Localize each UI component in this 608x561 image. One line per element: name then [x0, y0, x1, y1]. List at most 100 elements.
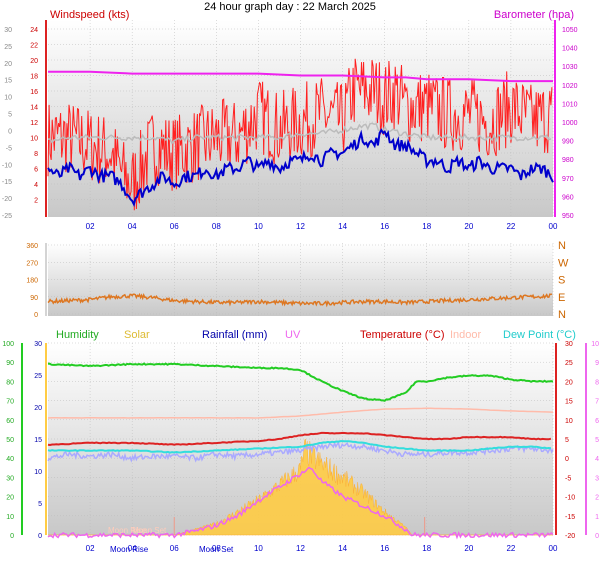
windspeed-axis-label: Windspeed (kts)	[50, 9, 129, 21]
humidity-tick-label: 80	[6, 379, 14, 386]
gust-scale-tick-label: 10	[4, 95, 12, 102]
uv-tick-label: 3	[595, 475, 599, 482]
x-tick-label: 12	[296, 544, 305, 553]
temperature-tick-label: 15	[565, 399, 573, 406]
gust-scale-tick-label: 15	[4, 78, 12, 85]
barometer-tick-label: 950	[562, 213, 574, 220]
compass-letter: N	[558, 240, 566, 252]
windspeed-tick-label: 12	[30, 120, 38, 127]
indoor-line	[47, 407, 554, 419]
direction-line	[47, 292, 553, 308]
gust-scale-tick-label: -15	[2, 179, 12, 186]
x-tick-label: 10	[254, 544, 263, 553]
x-tick-label: 14	[338, 544, 347, 553]
compass-letter: W	[558, 257, 569, 269]
x-tick-label: 18	[422, 544, 431, 553]
windchill-line	[47, 440, 554, 463]
compass-letter: E	[558, 292, 565, 304]
climate-axes: -20-15-10-505101520253001020304050607080…	[2, 341, 599, 553]
wind-series	[47, 58, 554, 211]
windspeed-tick-label: 24	[30, 27, 38, 34]
uv-tick-label: 5	[595, 437, 599, 444]
windspeed-tick-label: 22	[30, 43, 38, 50]
x-tick-label: 22	[506, 222, 515, 231]
rainfall-tick-label: 20	[34, 405, 42, 412]
x-tick-label: 12	[296, 222, 305, 231]
barometer-tick-label: 990	[562, 139, 574, 146]
direction-tick-label: 0	[34, 312, 38, 319]
uv-line	[47, 466, 554, 540]
x-tick-label: 04	[128, 544, 137, 553]
temperature-tick-label: -10	[565, 495, 575, 502]
barometer-tick-label: 1020	[562, 83, 578, 90]
sun-set-faint-label: Moon Set	[132, 526, 167, 535]
barometer-tick-label: 1000	[562, 120, 578, 127]
x-tick-label: 20	[464, 222, 473, 231]
rainfall-tick-label: 5	[38, 501, 42, 508]
rainfall-tick-label: 15	[34, 437, 42, 444]
windspeed-tick-label: 6	[34, 167, 38, 174]
uv-tick-label: 4	[595, 456, 599, 463]
x-tick-label: 06	[170, 222, 179, 231]
gust-scale-tick-label: 20	[4, 61, 12, 68]
humidity-line	[47, 362, 554, 402]
barometer-tick-label: 960	[562, 194, 574, 201]
dew-point-line	[47, 440, 552, 454]
barometer-tick-label: 980	[562, 157, 574, 164]
gust-scale-tick-label: -25	[2, 213, 12, 220]
x-tick-label: 04	[128, 222, 137, 231]
avg-speed-line	[47, 128, 554, 208]
gust-scale-tick-label: -20	[2, 196, 12, 203]
compass-letter: N	[558, 309, 566, 321]
uv-tick-label: 1	[595, 514, 599, 521]
barometer-tick-label: 1050	[562, 27, 578, 34]
direction-tick-label: 180	[26, 278, 38, 285]
sun-rise-faint-label: Moon Rise	[108, 526, 147, 535]
x-tick-label: 16	[380, 222, 389, 231]
x-tick-label: 00	[549, 544, 558, 553]
temperature-tick-label: 0	[565, 456, 569, 463]
gust-scale-tick-label: 0	[8, 128, 12, 135]
moon-rise-label: Moon Rise	[110, 545, 149, 554]
x-tick-label: 22	[506, 544, 515, 553]
temperature-tick-label: -20	[565, 533, 575, 540]
gust-scale-tick-label: 25	[4, 44, 12, 51]
x-tick-label: 00	[549, 222, 558, 231]
humidity-tick-label: 70	[6, 399, 14, 406]
humidity-tick-label: 10	[6, 514, 14, 521]
climate-grid	[48, 342, 554, 536]
windspeed-tick-label: 10	[30, 136, 38, 143]
humidity-tick-label: 50	[6, 437, 14, 444]
humidity-tick-label: 60	[6, 418, 14, 425]
barometer-axis-label: Barometer (hpa)	[494, 9, 574, 21]
temperature-tick-label: 25	[565, 360, 573, 367]
rainfall-tick-label: 10	[34, 469, 42, 476]
compass-letter: S	[558, 275, 565, 287]
legend-rainfall: Rainfall (mm)	[202, 329, 267, 341]
uv-tick-label: 8	[595, 379, 599, 386]
temperature-line	[47, 431, 552, 447]
x-tick-label: 18	[422, 222, 431, 231]
legend-humidity: Humidity	[56, 329, 99, 341]
windspeed-tick-label: 8	[34, 151, 38, 158]
legend-solar: Solar	[124, 329, 150, 341]
humidity-tick-label: 20	[6, 495, 14, 502]
windspeed-tick-label: 16	[30, 89, 38, 96]
temperature-tick-label: -15	[565, 514, 575, 521]
temperature-tick-label: 20	[565, 379, 573, 386]
climate-series	[47, 362, 554, 540]
barometer-tick-label: 1030	[562, 64, 578, 71]
uv-tick-label: 2	[595, 495, 599, 502]
legend-indoor: Indoor	[450, 329, 482, 341]
uv-tick-label: 7	[595, 399, 599, 406]
avg-gust-line	[47, 122, 552, 145]
x-tick-label: 06	[170, 544, 179, 553]
barometer-tick-label: 1010	[562, 101, 578, 108]
x-tick-label: 08	[212, 222, 221, 231]
humidity-tick-label: 100	[2, 341, 14, 348]
rainfall-tick-label: 25	[34, 373, 42, 380]
x-tick-label: 20	[464, 544, 473, 553]
uv-tick-label: 9	[595, 360, 599, 367]
